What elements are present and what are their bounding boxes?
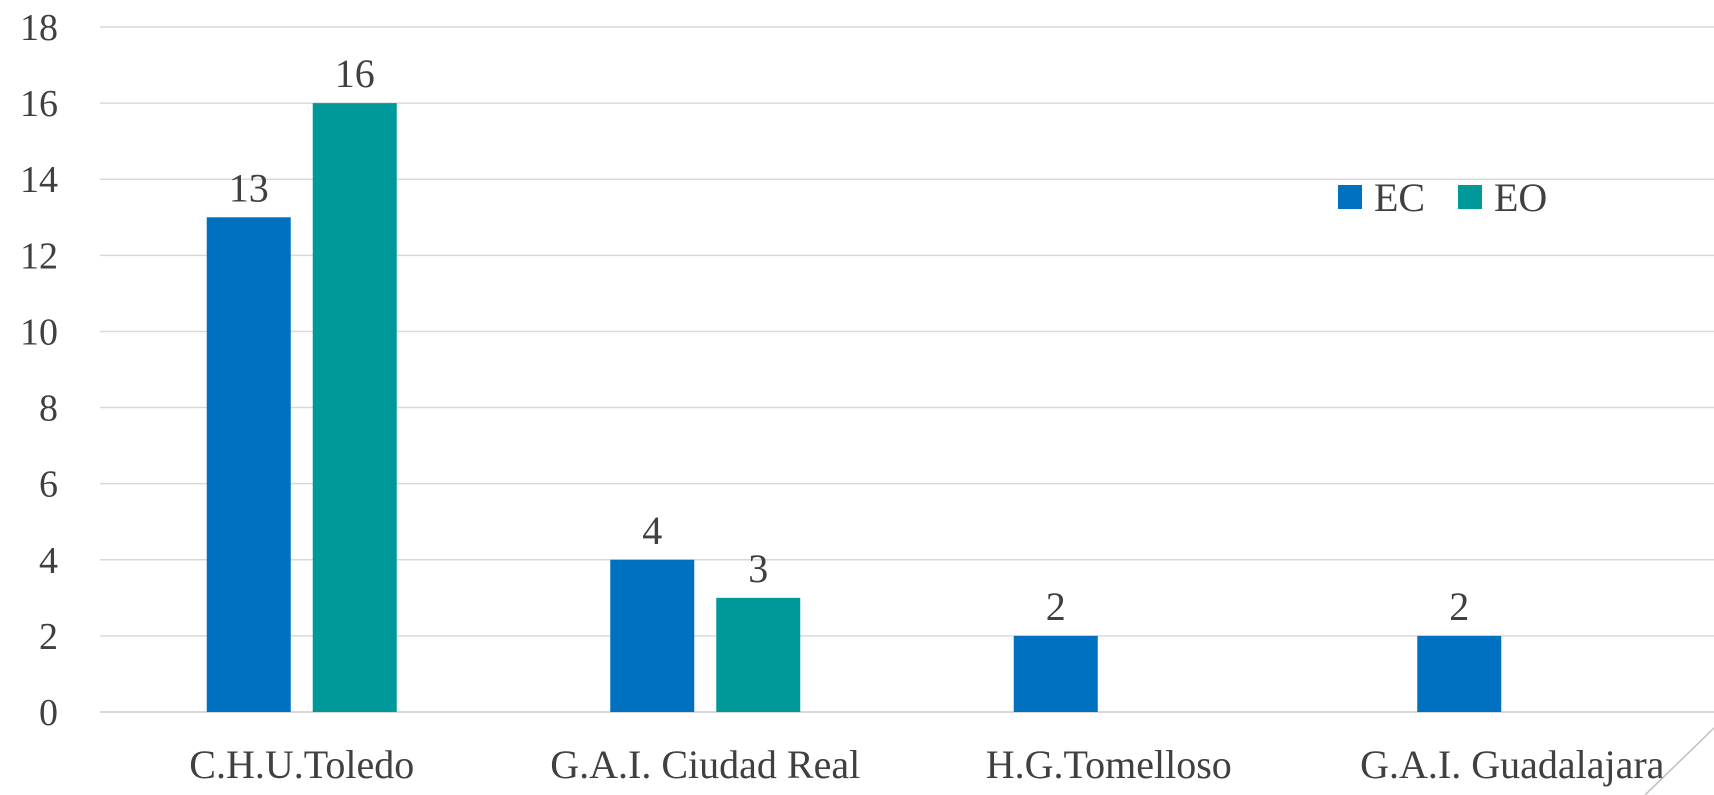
legend: EC EO <box>1338 175 1547 220</box>
bar-ec-3 <box>1013 635 1098 712</box>
y-tick-label: 16 <box>20 83 58 125</box>
y-tick-label: 2 <box>39 616 58 658</box>
legend-label-ec: EC <box>1374 175 1425 220</box>
bar-eo-2 <box>716 597 801 712</box>
y-tick-label: 6 <box>39 464 58 506</box>
data-label-ec-1: 13 <box>229 165 269 210</box>
x-category-label: G.A.I. Ciudad Real <box>550 742 860 787</box>
data-labels: 13 16 4 3 2 2 <box>229 51 1470 629</box>
data-label-ec-2: 4 <box>642 508 662 553</box>
x-category-label: C.H.U.Toledo <box>189 742 414 787</box>
legend-swatch-ec <box>1338 185 1362 209</box>
legend-label-eo: EO <box>1494 175 1547 220</box>
y-tick-label: 8 <box>39 388 58 430</box>
x-category-label: H.G.Tomelloso <box>986 742 1232 787</box>
bar-eo-1 <box>312 103 397 713</box>
y-tick-label: 10 <box>20 311 58 353</box>
y-tick-label: 12 <box>20 235 58 277</box>
x-axis: C.H.U.Toledo G.A.I. Ciudad Real H.G.Tomell… <box>189 742 1664 787</box>
y-tick-label: 14 <box>20 159 58 201</box>
bar-ec-1 <box>206 217 291 712</box>
bar-ec-4 <box>1417 635 1502 712</box>
bars <box>206 103 1502 713</box>
y-tick-label: 0 <box>39 692 58 734</box>
data-label-eo-2: 3 <box>748 546 768 591</box>
legend-swatch-eo <box>1458 185 1482 209</box>
corner-decoration <box>1644 727 1714 795</box>
y-tick-label: 18 <box>20 7 58 49</box>
data-label-eo-1: 16 <box>335 51 375 96</box>
bar-ec-2 <box>610 559 695 712</box>
x-category-label: G.A.I. Guadalajara <box>1360 742 1665 787</box>
data-label-ec-3: 2 <box>1046 584 1066 629</box>
y-tick-label: 4 <box>39 540 58 582</box>
data-label-ec-4: 2 <box>1449 584 1469 629</box>
y-axis: 0 2 4 6 8 10 12 14 16 18 <box>20 7 58 734</box>
